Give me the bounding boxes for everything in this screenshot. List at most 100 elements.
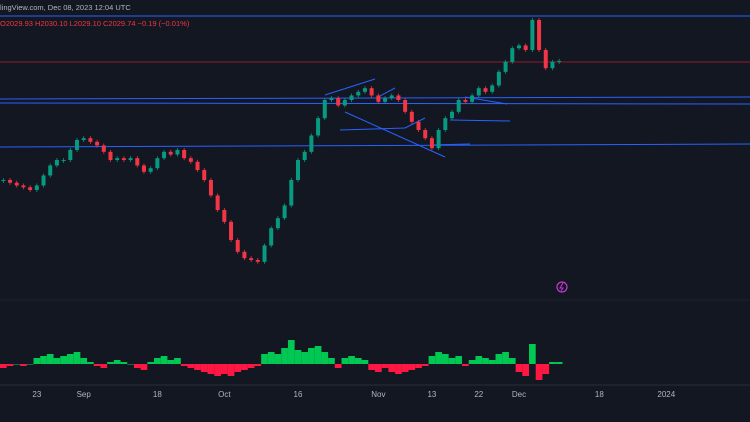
oscillator-bar: [555, 362, 563, 364]
marks: [0, 18, 563, 380]
candle: [383, 98, 388, 102]
oscillator-bar: [381, 364, 389, 368]
oscillator-bar: [314, 346, 322, 364]
candle: [155, 158, 160, 169]
x-tick-label: Dec: [512, 390, 526, 399]
candle: [162, 151, 167, 159]
oscillator-bar: [227, 364, 235, 376]
candle: [28, 187, 33, 190]
candle: [48, 165, 53, 176]
oscillator-bar: [334, 364, 342, 368]
trend-line: [449, 119, 511, 122]
candle: [75, 140, 80, 150]
oscillator-bar: [421, 364, 429, 366]
oscillator-bar: [395, 364, 402, 374]
oscillator-bar: [368, 364, 375, 370]
oscillator-bar: [448, 358, 456, 364]
oscillator-bar: [147, 362, 155, 364]
candle: [436, 130, 441, 149]
oscillator-bar: [522, 364, 530, 376]
candle: [95, 141, 100, 146]
x-tick-label: 2024: [657, 390, 675, 399]
candle: [450, 111, 455, 119]
oscillator-bar: [441, 354, 449, 364]
oscillator-bar: [127, 364, 134, 365]
chart-title: lingView.com, Dec 08, 2023 12:04 UTC: [0, 3, 131, 12]
candle: [423, 130, 428, 139]
x-tick-label: 18: [153, 390, 162, 399]
oscillator-bar: [133, 364, 141, 368]
oscillator-bar: [274, 354, 282, 364]
oscillator-bar: [281, 348, 288, 364]
oscillator-bar: [354, 358, 362, 364]
alert-icon[interactable]: [556, 281, 568, 293]
oscillator-bar: [0, 364, 7, 368]
oscillator-bar: [435, 352, 442, 364]
oscillator-bar: [401, 364, 409, 372]
candle: [336, 98, 341, 106]
candle: [476, 88, 481, 96]
x-tick-label: 18: [595, 390, 604, 399]
oscillator-bar: [214, 364, 221, 376]
oscillator-bar: [73, 352, 81, 364]
oscillator-bar: [294, 350, 302, 364]
candle: [255, 260, 260, 262]
oscillator-bar: [388, 364, 396, 372]
x-tick-label: 16: [294, 390, 303, 399]
trend-line: [324, 78, 376, 96]
candle: [54, 160, 59, 166]
oscillator-bar: [180, 364, 188, 366]
oscillator-bar: [241, 364, 248, 370]
oscillator-bar: [120, 362, 128, 364]
oscillator-bar: [234, 364, 242, 372]
oscillator-bar: [529, 344, 536, 364]
oscillator-bar: [107, 362, 114, 364]
oscillator-bar: [361, 360, 369, 364]
candle: [543, 50, 548, 69]
candle: [349, 95, 354, 100]
oscillator-bar: [301, 352, 309, 364]
oscillator-bar: [60, 356, 67, 364]
candle: [34, 185, 39, 190]
candle: [443, 118, 448, 130]
oscillator-bar: [482, 358, 489, 364]
candle: [376, 95, 381, 102]
candle: [316, 118, 321, 136]
oscillator-bar: [187, 364, 195, 368]
oscillator-bar: [488, 360, 496, 364]
x-tick-label: Sep: [77, 390, 92, 399]
candle: [68, 150, 73, 160]
candle: [235, 240, 240, 252]
trend-line: [404, 117, 426, 129]
candle: [222, 210, 227, 222]
candle: [456, 100, 461, 112]
oscillator-bar: [26, 364, 34, 365]
candle: [195, 161, 200, 170]
candle: [242, 251, 247, 259]
oscillator-bar: [267, 352, 275, 364]
candle: [188, 158, 193, 162]
x-tick-label: Nov: [371, 390, 385, 399]
candle: [550, 61, 555, 69]
candle: [202, 170, 207, 180]
trend-line: [379, 87, 396, 97]
oscillator-bar: [415, 364, 422, 368]
candle: [14, 182, 19, 186]
oscillator-bar: [261, 354, 268, 364]
oscillator-bar: [174, 358, 181, 364]
oscillator-bar: [113, 360, 121, 364]
candle: [302, 151, 307, 160]
candle: [41, 175, 46, 186]
trend-line: [339, 127, 406, 131]
x-tick-label: Oct: [218, 390, 231, 399]
candle: [496, 71, 501, 86]
oscillator-bar: [160, 356, 168, 364]
ohlc-readout: O2029.93 H2030.10 L2029.10 C2029.74 −0.1…: [0, 19, 190, 28]
oscillator-bar: [93, 364, 101, 366]
oscillator-bar: [46, 354, 54, 364]
oscillator-bar: [502, 352, 509, 364]
oscillator-bar: [328, 358, 335, 364]
candle: [282, 205, 287, 219]
candle: [275, 218, 280, 229]
